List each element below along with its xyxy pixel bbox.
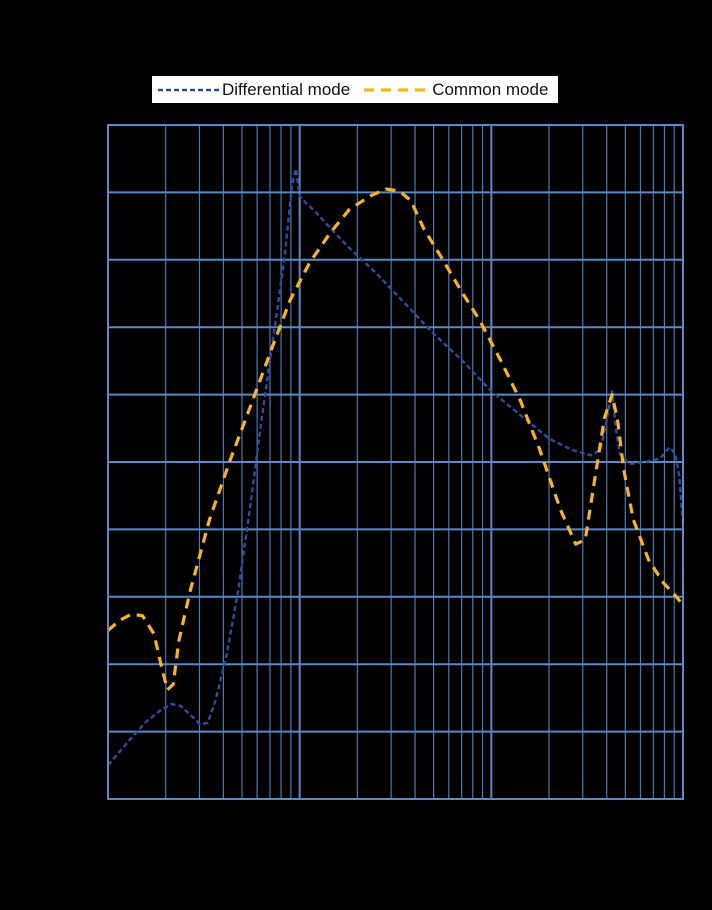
dashed-line-icon [364, 85, 431, 95]
legend-label: Differential mode [222, 80, 351, 99]
legend-item-differential-mode: Differential mode [158, 81, 350, 98]
legend-label: Common mode [432, 80, 549, 99]
chart-legend: Differential mode Common mode [152, 76, 559, 103]
dashed-line-icon [158, 85, 220, 95]
legend-item-common-mode: Common mode [364, 81, 548, 98]
